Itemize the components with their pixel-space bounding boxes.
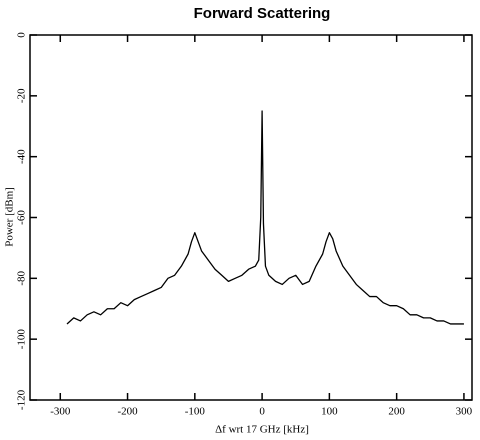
x-tick-label: 300 [456, 406, 473, 418]
data-line [66, 110, 464, 325]
y-axis-label: Power [dBm] [4, 187, 16, 247]
x-tick-label: -300 [50, 406, 71, 418]
x-tick-label: -200 [117, 406, 138, 418]
x-axis-label: Δf wrt 17 GHz [kHz] [215, 424, 309, 436]
x-tick-label: -100 [185, 406, 206, 418]
y-tick-label: -20 [16, 88, 28, 103]
x-tick-label: 100 [321, 406, 338, 418]
y-tick-label: -40 [16, 149, 28, 164]
y-tick-label: -100 [16, 329, 28, 350]
x-tick-label: 200 [388, 406, 405, 418]
y-tick-label: 0 [16, 32, 28, 38]
y-tick-label: -80 [16, 271, 28, 286]
plot-frame [29, 34, 473, 401]
y-tick-label: -60 [16, 210, 28, 225]
x-tick-label: 0 [259, 406, 265, 418]
chart-title: Forward Scattering [194, 5, 331, 22]
y-tick-label: -120 [16, 389, 28, 410]
